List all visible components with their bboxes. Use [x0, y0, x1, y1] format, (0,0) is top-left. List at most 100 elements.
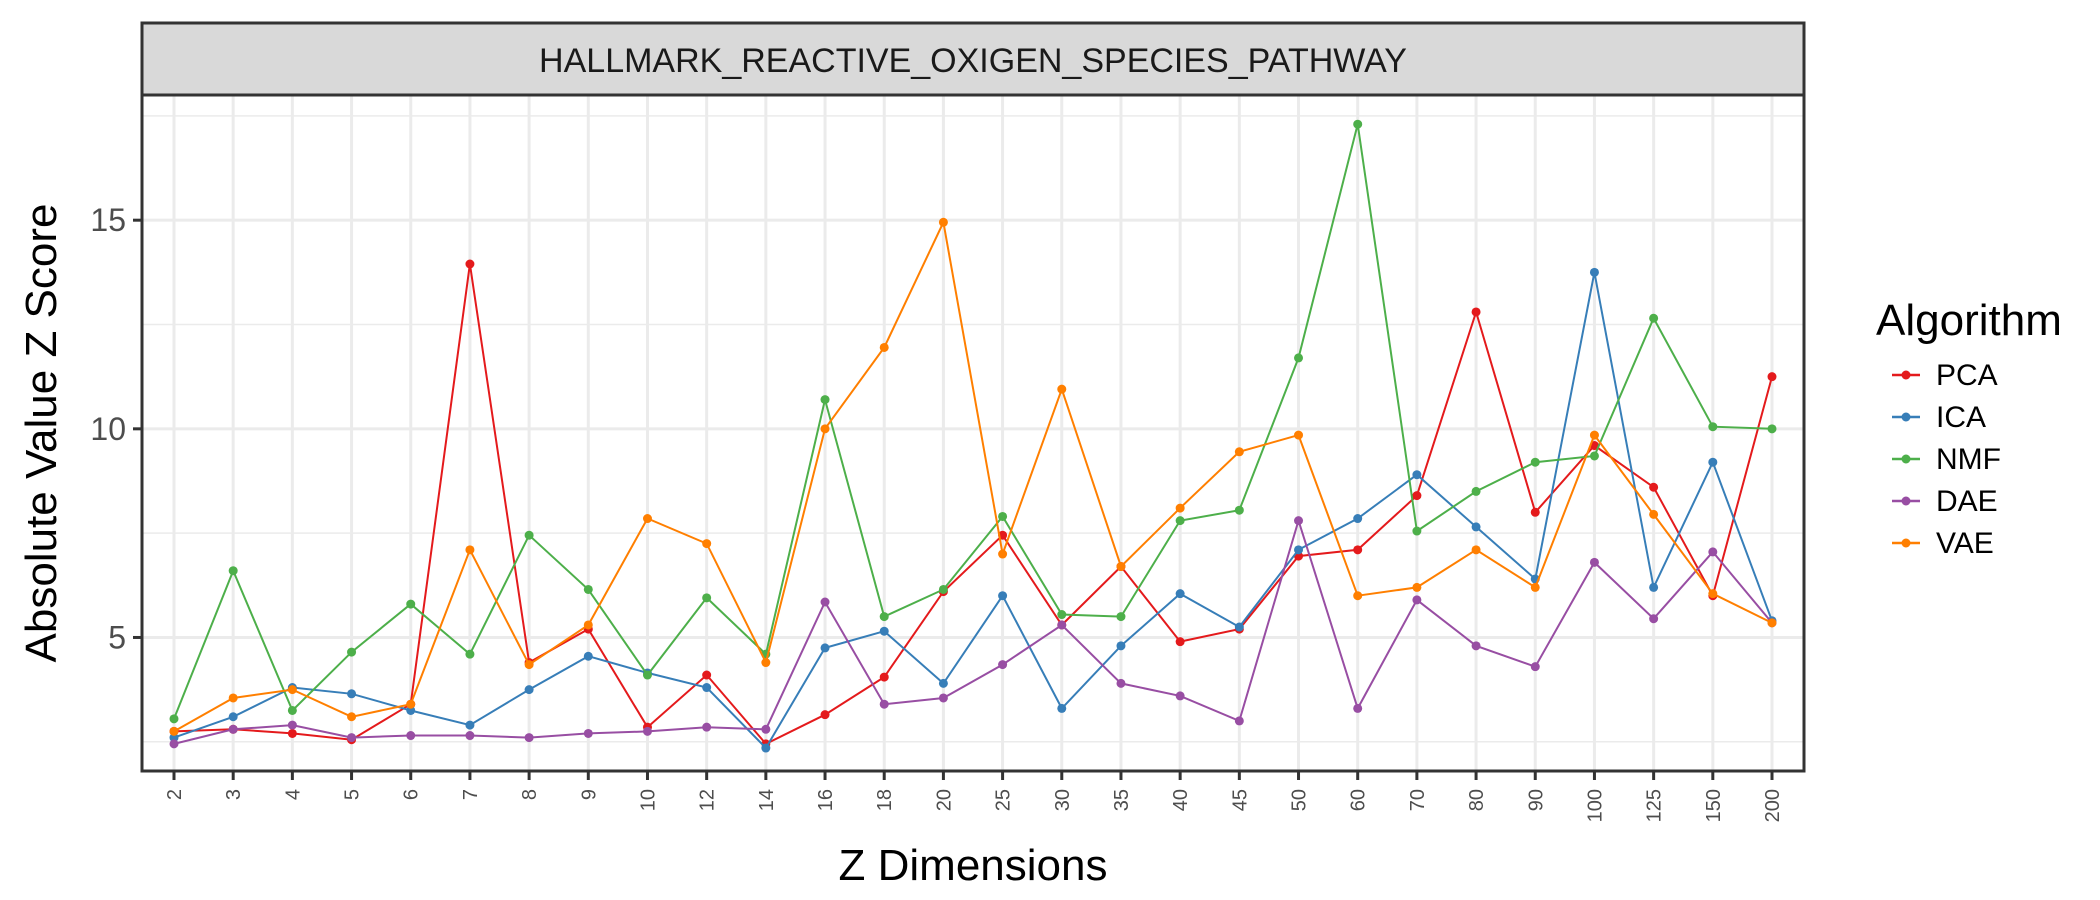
data-point-vae: [1530, 582, 1540, 592]
series-ica: [169, 267, 1777, 753]
x-tick-label: 45: [1229, 789, 1251, 811]
data-point-ica: [524, 685, 534, 695]
data-point-ica: [1234, 622, 1244, 632]
data-point-nmf: [406, 599, 416, 609]
data-point-ica: [169, 733, 179, 743]
x-tick-label: 100: [1584, 789, 1606, 822]
data-point-vae: [287, 685, 297, 695]
data-point-vae: [1057, 384, 1067, 394]
series-vae: [169, 217, 1777, 736]
data-point-pca: [1530, 507, 1540, 517]
data-point-ica: [820, 643, 830, 653]
data-point-ica: [1175, 589, 1185, 599]
data-point-dae: [1412, 595, 1422, 605]
data-point-ica: [347, 689, 357, 699]
data-point-ica: [1116, 641, 1126, 651]
data-point-vae: [702, 539, 712, 549]
x-tick-label: 70: [1407, 789, 1429, 811]
data-point-vae: [642, 514, 652, 524]
x-axis-title: Z Dimensions: [839, 841, 1108, 890]
series-line-pca: [173, 263, 1773, 746]
data-point-dae: [938, 693, 948, 703]
data-point-nmf: [1649, 313, 1659, 323]
data-point-dae: [1353, 703, 1363, 713]
data-point-dae: [1471, 641, 1481, 651]
data-point-nmf: [347, 647, 357, 657]
data-point-ica: [879, 626, 889, 636]
legend-key-point: [1901, 496, 1911, 506]
legend-item-nmf: NMF: [1892, 443, 2001, 476]
data-point-nmf: [524, 530, 534, 540]
legend-item-vae: VAE: [1892, 527, 1994, 560]
legend: Algorithm PCA ICA NMF DAE VAE: [1876, 296, 2062, 560]
legend-key-point: [1901, 370, 1911, 380]
data-point-dae: [1057, 620, 1067, 630]
series-dae: [169, 516, 1777, 749]
data-point-ica: [998, 591, 1008, 601]
data-point-vae: [524, 660, 534, 670]
data-point-nmf: [1412, 526, 1422, 536]
data-point-vae: [1234, 447, 1244, 457]
y-axis-title: Absolute Value Z Score: [17, 204, 66, 663]
data-point-vae: [1353, 591, 1363, 601]
data-point-dae: [406, 731, 416, 741]
x-tick-label: 18: [874, 789, 896, 811]
series-line-dae: [173, 517, 1773, 745]
data-point-ica: [938, 678, 948, 688]
data-point-vae: [1471, 545, 1481, 555]
data-point-vae: [347, 712, 357, 722]
data-point-nmf: [1530, 457, 1540, 467]
x-tick-label: 16: [815, 789, 837, 811]
data-point-nmf: [228, 566, 238, 576]
data-point-nmf: [879, 612, 889, 622]
data-point-nmf: [1767, 424, 1777, 434]
legend-label: VAE: [1936, 527, 1994, 560]
data-point-ica: [1353, 514, 1363, 524]
legend-label: PCA: [1936, 359, 1998, 392]
data-point-vae: [1589, 430, 1599, 440]
data-point-pca: [1175, 637, 1185, 647]
y-axis: 5 10 15: [90, 202, 142, 655]
x-tick-label: 5: [342, 789, 364, 800]
data-point-dae: [820, 597, 830, 607]
data-point-pca: [1767, 372, 1777, 382]
legend-item-ica: ICA: [1892, 401, 1986, 434]
x-axis: 2 3 4 5 6 7 8 9 10 12 14 16 18 20 25 30 35 40 45 50 60 70 80 90…: [164, 771, 1784, 822]
data-point-vae: [465, 545, 475, 555]
data-point-dae: [1234, 716, 1244, 726]
data-point-dae: [228, 724, 238, 734]
data-point-vae: [583, 620, 593, 630]
data-point-dae: [1116, 678, 1126, 688]
data-point-vae: [820, 424, 830, 434]
data-point-pca: [1649, 482, 1659, 492]
data-point-dae: [1649, 614, 1659, 624]
data-point-nmf: [287, 705, 297, 715]
legend-key-point: [1901, 454, 1911, 464]
legend-key-point: [1901, 538, 1911, 548]
x-tick-label: 80: [1466, 789, 1488, 811]
y-tick-label: 15: [90, 202, 126, 238]
data-point-ica: [702, 683, 712, 693]
legend-label: NMF: [1936, 443, 2001, 476]
data-point-ica: [1057, 703, 1067, 713]
y-tick-label: 5: [108, 619, 126, 655]
legend-item-dae: DAE: [1892, 485, 1998, 518]
y-tick-label: 10: [90, 411, 126, 447]
x-tick-label: 35: [1111, 789, 1133, 811]
data-point-ica: [1471, 522, 1481, 532]
x-tick-label: 200: [1762, 789, 1784, 822]
data-point-dae: [1294, 516, 1304, 526]
data-point-nmf: [998, 511, 1008, 521]
data-point-dae: [347, 733, 357, 743]
data-point-ica: [228, 712, 238, 722]
data-point-nmf: [820, 395, 830, 405]
data-point-nmf: [1589, 451, 1599, 461]
legend-key-point: [1901, 412, 1911, 422]
data-point-ica: [583, 651, 593, 661]
data-point-pca: [879, 672, 889, 682]
panel-border: [140, 93, 1806, 773]
data-point-dae: [169, 739, 179, 749]
data-point-vae: [879, 342, 889, 352]
x-tick-label: 3: [223, 789, 245, 800]
